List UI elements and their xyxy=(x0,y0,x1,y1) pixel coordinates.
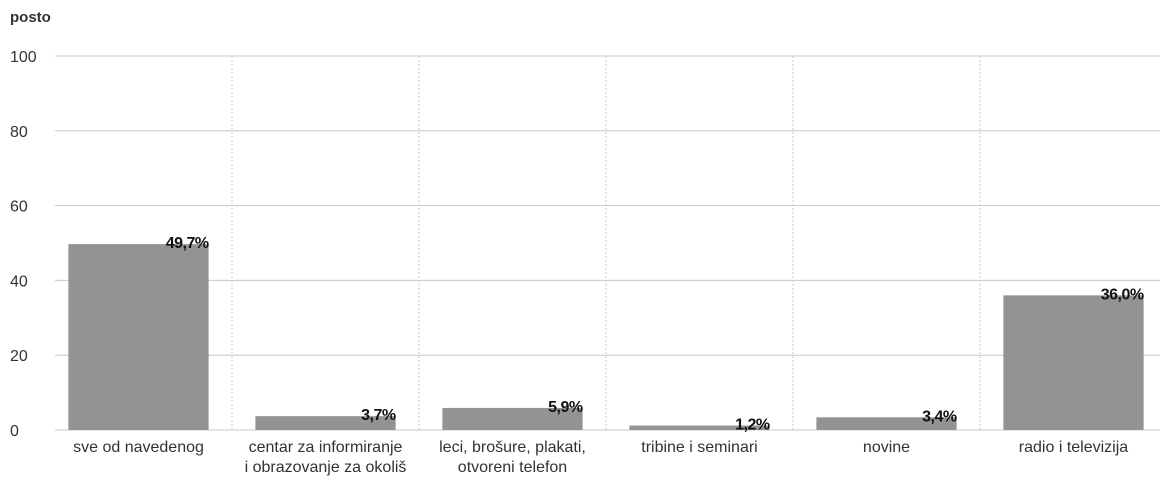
value-label: 36,0% xyxy=(1101,286,1144,303)
x-tick-label: novine xyxy=(863,439,910,456)
y-tick-label: 60 xyxy=(10,199,28,216)
y-tick-label: 0 xyxy=(10,423,19,440)
value-label: 49,7% xyxy=(166,235,209,252)
bar xyxy=(442,407,583,430)
x-tick-label: sve od navedenog xyxy=(73,439,204,456)
bar xyxy=(255,416,396,430)
value-label: 3,4% xyxy=(922,408,957,425)
value-label: 5,9% xyxy=(548,399,583,416)
x-tick-label: radio i televizija xyxy=(1019,439,1128,456)
x-tick-label: tribine i seminari xyxy=(641,439,757,456)
value-label: 3,7% xyxy=(361,407,396,424)
bar xyxy=(629,425,770,430)
y-tick-label: 40 xyxy=(10,273,28,290)
bar xyxy=(816,417,957,430)
x-tick-label: leci, brošure, plakati, otvoreni telefon xyxy=(439,439,586,476)
value-label: 1,2% xyxy=(735,417,770,434)
y-tick-label: 100 xyxy=(10,49,37,66)
x-tick-label: centar za informiranje i obrazovanje za o… xyxy=(245,439,407,476)
bar xyxy=(68,244,209,430)
y-tick-label: 20 xyxy=(10,348,28,365)
y-tick-label: 80 xyxy=(10,124,28,141)
bar xyxy=(1003,295,1144,430)
y-axis-label: posto xyxy=(10,9,51,26)
